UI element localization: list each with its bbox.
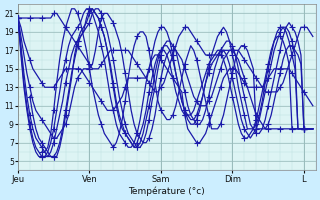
X-axis label: Température (°c): Température (°c) xyxy=(129,186,205,196)
